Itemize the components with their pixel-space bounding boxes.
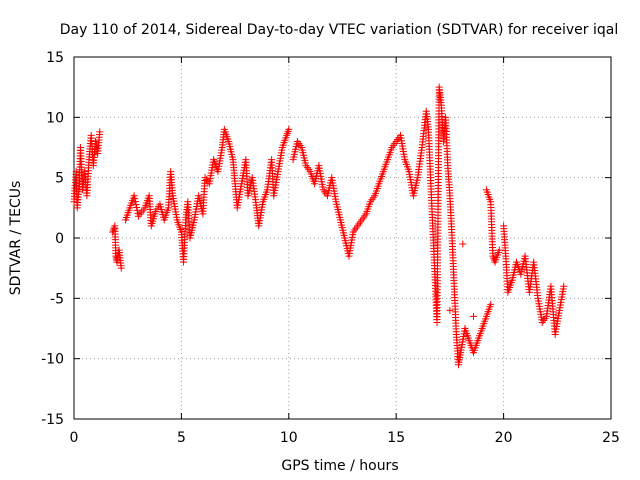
y-tick-label: 0	[55, 231, 64, 247]
data-point	[132, 201, 140, 209]
x-tick-label: 5	[177, 430, 186, 446]
data-point	[133, 203, 141, 211]
data-point	[130, 192, 138, 200]
x-tick-label: 15	[387, 430, 405, 446]
data-point	[133, 206, 141, 214]
data-point	[495, 246, 503, 254]
data-point	[96, 128, 104, 136]
x-tick-label: 20	[495, 430, 513, 446]
y-tick-label: -15	[41, 412, 64, 428]
data-point	[117, 264, 125, 272]
data-point	[131, 198, 139, 206]
y-axis-label: SDTVAR / TECUs	[8, 181, 24, 296]
data-point	[487, 300, 495, 308]
y-tick-label: -10	[41, 352, 64, 368]
x-tick-label: 10	[280, 430, 298, 446]
x-tick-label: 25	[602, 430, 620, 446]
chart-title: Day 110 of 2014, Sidereal Day-to-day VTE…	[60, 22, 618, 38]
data-point	[470, 312, 478, 320]
x-tick-label: 0	[70, 430, 79, 446]
x-axis-label: GPS time / hours	[281, 458, 398, 474]
data-point	[446, 306, 454, 314]
y-tick-label: 5	[55, 171, 64, 187]
y-tick-label: 10	[46, 110, 64, 126]
data-point	[459, 240, 467, 248]
y-tick-label: -5	[50, 291, 64, 307]
data-point	[560, 282, 568, 290]
data-point	[285, 125, 293, 133]
data-points	[70, 83, 568, 369]
axis-ticks: 0 5 10 15 20 25 -15 -10 -5 0 5 10 15	[41, 50, 620, 446]
y-tick-label: 15	[46, 50, 64, 66]
data-point	[131, 195, 139, 203]
